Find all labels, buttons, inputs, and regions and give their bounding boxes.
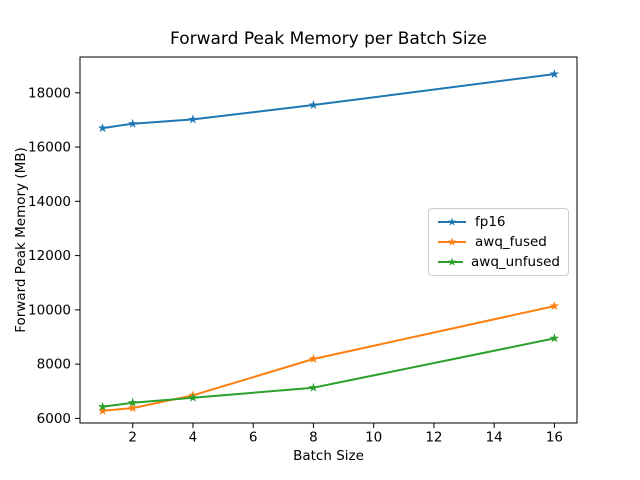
data-point-marker-awq_fused <box>127 403 138 413</box>
data-point-marker-awq_unfused <box>308 382 319 392</box>
data-point-marker-fp16 <box>97 123 108 133</box>
data-point-marker-awq_fused <box>308 353 319 364</box>
x-axis-label: Batch Size <box>293 448 364 464</box>
series-line-awq_fused <box>102 305 555 412</box>
data-point-marker-awq_unfused <box>127 397 138 407</box>
x-tick-label: 10 <box>365 430 382 446</box>
legend-star-marker-icon <box>447 237 457 246</box>
x-tick-label: 6 <box>249 430 258 446</box>
x-tick-label: 16 <box>546 430 563 446</box>
y-tick-label: 18000 <box>28 85 71 101</box>
y-tick-label: 12000 <box>28 248 71 264</box>
series-line-fp16 <box>102 73 555 130</box>
data-point-marker-awq_unfused <box>97 401 108 411</box>
data-point-marker-awq_unfused <box>188 392 198 402</box>
x-tick-label: 4 <box>189 430 198 446</box>
legend-item-awq_fused: awq_fused <box>437 232 560 252</box>
data-point-marker-awq_fused <box>549 301 560 311</box>
legend-line-sample <box>438 217 466 226</box>
y-tick-label: 10000 <box>28 302 71 318</box>
legend-star-marker-icon <box>447 217 457 226</box>
legend-label: awq_fused <box>475 234 547 250</box>
axes-frame <box>79 56 578 424</box>
chart-title: Forward Peak Memory per Batch Size <box>170 29 487 49</box>
data-point-marker-awq_unfused <box>549 333 560 343</box>
series-line-awq_unfused <box>102 337 555 408</box>
y-tick-label: 8000 <box>37 357 71 373</box>
legend-line-sample <box>438 237 466 246</box>
x-tick-label: 2 <box>128 430 137 446</box>
data-point-marker-fp16 <box>127 118 138 128</box>
legend-line-sample <box>438 257 464 266</box>
data-point-marker-fp16 <box>308 100 319 110</box>
legend-star-marker-icon <box>447 257 457 266</box>
y-tick-label: 14000 <box>28 194 71 210</box>
y-tick-label: 16000 <box>28 140 71 156</box>
x-tick-label: 14 <box>486 430 503 446</box>
y-tick-label: 6000 <box>37 411 71 427</box>
legend-label: fp16 <box>475 214 506 230</box>
x-tick-label: 8 <box>309 430 318 446</box>
legend-item-awq_unfused: awq_unfused <box>437 252 560 272</box>
legend-label: awq_unfused <box>471 254 560 270</box>
y-axis-label: Forward Peak Memory (MB) <box>13 147 29 333</box>
legend: fp16 awq_fused awq_unfused <box>428 208 569 276</box>
x-tick-label: 12 <box>425 430 442 446</box>
data-point-marker-awq_fused <box>97 405 108 415</box>
legend-item-fp16: fp16 <box>437 212 560 232</box>
data-point-marker-fp16 <box>188 114 198 124</box>
data-point-marker-fp16 <box>549 69 560 79</box>
